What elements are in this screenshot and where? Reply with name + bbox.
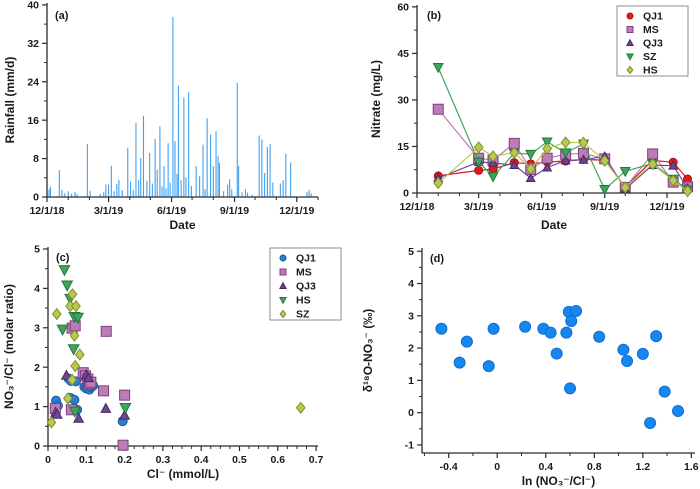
panel-label: (c) xyxy=(56,252,70,264)
x-tick-label: 9/1/19 xyxy=(220,205,249,217)
legend-item-HS: HS xyxy=(643,65,658,77)
x-tick-label: 12/1/18 xyxy=(29,205,64,217)
x-tick-label: 0.4 xyxy=(194,454,209,466)
y-tick-label: 0 xyxy=(34,441,40,453)
y-tick-label: 32 xyxy=(27,38,39,50)
series-QJ3 xyxy=(50,369,131,423)
series-SZ xyxy=(432,63,694,196)
legend-item-QJ3: QJ3 xyxy=(296,281,316,293)
x-tick-label: 6/1/19 xyxy=(527,201,556,213)
y-tick-label: 2 xyxy=(408,343,414,355)
legend-item-HS: HS xyxy=(296,295,311,307)
panel-a-rainfall-chart: 0 8 16 24 32 40 12/1/18 3/1/19 6/1/19 9/1/19 12/1/… xyxy=(3,0,319,232)
legend-item-MS: MS xyxy=(643,24,659,36)
x-axis-title: ln (NO₃⁻/Cl⁻) xyxy=(522,474,596,488)
panel-c-no3-cl-scatter: 0 1 2 3 4 5 0 0.1 0.2 0.3 0.4 0.5 0.6 0.7 Cl⁻ (mmol/L)… xyxy=(2,245,342,481)
x-tick-label: 0.6 xyxy=(270,454,285,466)
x-tick-label: 12/1/19 xyxy=(279,205,314,217)
y-axis-title: Rainfall (mm/d) xyxy=(3,57,17,144)
y-tick-label: 0 xyxy=(403,188,409,200)
x-tick-label: 0.5 xyxy=(232,454,247,466)
panel-d-d18o-scatter: -1 0 1 2 3 4 5 -0.4 0 0.4 0.8 1.2 1.6 ln (NO₃⁻/Cl⁻) δ¹… xyxy=(361,246,699,488)
series-samples xyxy=(435,304,685,429)
legend-item-SZ: SZ xyxy=(643,51,657,63)
x-tick-label: 12/1/19 xyxy=(650,201,685,213)
x-tick-label: 3/1/19 xyxy=(464,201,493,213)
rainfall-bars xyxy=(48,16,312,197)
y-tick-label: 3 xyxy=(408,310,414,322)
series-MS xyxy=(432,103,694,193)
y-tick-label: -1 xyxy=(405,440,414,452)
x-axis-title: Date xyxy=(541,218,567,232)
y-tick-label: 5 xyxy=(34,245,40,256)
y-tick-label: 16 xyxy=(27,115,39,127)
x-tick-label: 6/1/19 xyxy=(157,205,186,217)
y-axis-title: Nitrate (mg/L) xyxy=(369,60,383,138)
x-axis-title: Date xyxy=(169,218,195,232)
y-tick-label: 15 xyxy=(397,141,409,153)
y-tick-label: 1 xyxy=(34,401,40,413)
y-tick-label: 0 xyxy=(408,407,414,419)
x-tick-label: 0 xyxy=(45,454,51,466)
x-tick-label: 0.2 xyxy=(117,454,132,466)
series-HS xyxy=(433,136,693,198)
y-tick-label: 30 xyxy=(397,95,409,107)
y-tick-label: 3 xyxy=(34,322,40,334)
x-tick-label: 12/1/18 xyxy=(399,201,434,213)
y-tick-label: 5 xyxy=(408,246,414,258)
panel-label: (d) xyxy=(430,253,444,265)
x-axis-title: Cl⁻ (mmol/L) xyxy=(147,467,219,481)
x-tick-label: 0.4 xyxy=(538,461,553,473)
x-tick-label: 0.7 xyxy=(309,454,324,466)
y-tick-label: 1 xyxy=(408,375,414,387)
x-tick-label: 0.8 xyxy=(587,461,602,473)
x-tick-label: 1.2 xyxy=(636,461,651,473)
x-tick-label: 1.6 xyxy=(684,461,699,473)
y-tick-label: 8 xyxy=(33,153,39,165)
panel-label: (b) xyxy=(427,10,441,22)
legend-item-SZ: SZ xyxy=(296,309,310,321)
legend-item-QJ1: QJ1 xyxy=(296,253,316,265)
legend-item-QJ3: QJ3 xyxy=(643,38,663,50)
y-tick-label: 45 xyxy=(397,48,409,60)
y-tick-label: 60 xyxy=(397,1,409,13)
y-tick-label: 40 xyxy=(27,0,39,12)
y-tick-label: 0 xyxy=(33,192,39,204)
x-tick-label: -0.4 xyxy=(440,461,458,473)
x-tick-label: 3/1/19 xyxy=(94,205,123,217)
y-axis-title: NO₃⁻/Cl⁻ (molar ratio) xyxy=(2,284,16,409)
series-SZ xyxy=(46,288,306,429)
panel-b-nitrate-chart: 0 15 30 45 60 12/1/18 3/1/19 6/1/19 9/1/19 12/1/1… xyxy=(369,1,694,232)
legend: QJ1 MS QJ3 HS SZ xyxy=(269,247,342,321)
series-MS xyxy=(49,320,131,451)
legend-item-MS: MS xyxy=(296,267,312,279)
y-tick-label: 2 xyxy=(34,362,40,374)
panel-label: (a) xyxy=(55,10,69,22)
x-tick-label: 0 xyxy=(494,461,500,473)
y-tick-label: 4 xyxy=(408,278,414,290)
series-HS xyxy=(56,265,132,418)
x-tick-label: 0.1 xyxy=(79,454,94,466)
x-tick-label: 0.3 xyxy=(156,454,171,466)
x-tick-label: 9/1/19 xyxy=(590,201,619,213)
y-tick-label: 24 xyxy=(27,76,39,88)
legend-item-QJ1: QJ1 xyxy=(643,11,663,23)
y-axis-title: δ¹⁸O-NO₃⁻ (‰) xyxy=(361,309,375,392)
y-tick-label: 4 xyxy=(34,283,40,295)
